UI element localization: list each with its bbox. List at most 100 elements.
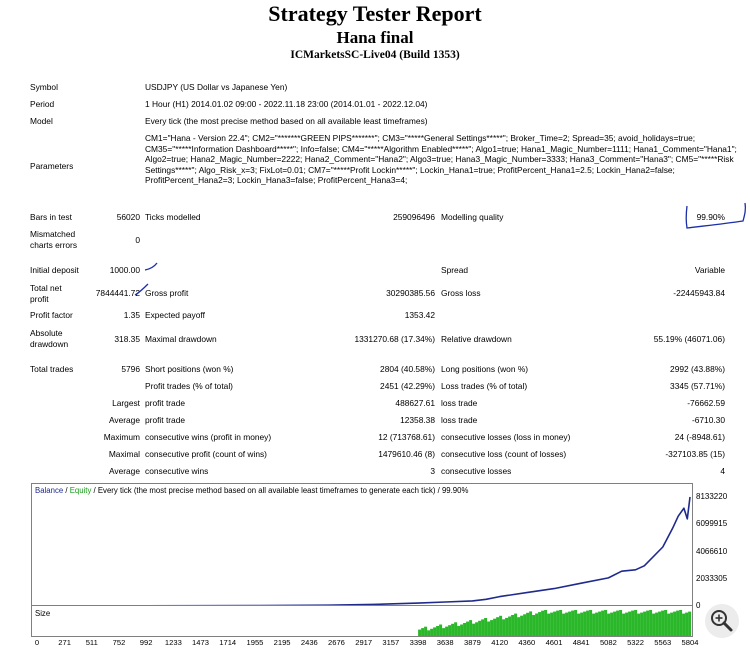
initial-deposit-label: Initial deposit — [30, 265, 79, 275]
size-bar — [433, 627, 437, 636]
x-tick-label: 3398 — [409, 638, 427, 647]
series-line-balance — [33, 496, 691, 607]
size-bar — [577, 613, 581, 636]
max-consec-losses-label: consecutive losses (loss in money) — [441, 432, 571, 442]
size-bar — [589, 610, 593, 636]
size-bar — [511, 615, 515, 636]
size-bar — [502, 619, 506, 636]
largest-loss-value: -76662.59 — [687, 398, 725, 408]
size-bar — [634, 610, 638, 636]
size-bar — [649, 610, 653, 636]
x-tick-label: 3638 — [436, 638, 454, 647]
y-tick-label: 4066610 — [696, 546, 728, 556]
x-tick-label: 3157 — [382, 638, 400, 647]
total-net-profit-label-2: profit — [30, 294, 49, 304]
x-tick-label: 3879 — [463, 638, 481, 647]
size-bar — [631, 610, 635, 636]
avg-consec-label: Average — [108, 466, 140, 476]
x-tick-label: 5322 — [627, 638, 644, 647]
size-bar — [580, 612, 584, 636]
size-bar — [601, 610, 605, 636]
size-bar — [418, 629, 422, 636]
gross-loss-label: Gross loss — [441, 288, 481, 298]
relative-drawdown-label: Relative drawdown — [441, 334, 512, 344]
profit-trades-label: Profit trades (% of total) — [145, 381, 233, 391]
size-bar — [574, 610, 578, 636]
size-bar — [658, 611, 662, 636]
maximal-consec-loss-label: consecutive loss (count of losses) — [441, 449, 567, 459]
size-bar — [484, 618, 488, 636]
size-bar — [475, 622, 479, 636]
size-bar — [652, 613, 656, 636]
y-tick-label: 8133220 — [696, 492, 728, 501]
x-tick-label: 5082 — [599, 638, 617, 647]
modelling-quality-value: 99.90% — [696, 212, 725, 222]
average-profit-label: profit trade — [145, 415, 186, 425]
size-bar — [619, 610, 623, 636]
size-bar — [568, 611, 572, 636]
x-tick-label: 1233 — [164, 638, 182, 647]
x-tick-label: 992 — [139, 638, 153, 647]
size-bar — [664, 610, 668, 636]
x-tick-label: 5563 — [654, 638, 672, 647]
size-bar — [640, 612, 644, 636]
balance-chart: Balance / Equity / Every tick (the most … — [31, 483, 693, 610]
size-bar — [682, 613, 686, 636]
size-bar — [430, 628, 434, 636]
mismatched-label: Mismatched — [30, 229, 76, 239]
x-tick-label: 511 — [85, 638, 98, 647]
short-positions-value: 2804 (40.58%) — [380, 364, 435, 374]
maximal-label: Maximal — [108, 449, 140, 459]
size-bar — [514, 613, 518, 636]
zoom-button[interactable] — [705, 604, 739, 638]
initial-deposit-value: 1000.00 — [109, 265, 140, 275]
size-bar — [673, 611, 677, 636]
x-tick-label: 2195 — [273, 638, 291, 647]
absolute-drawdown-value: 318.35 — [114, 334, 140, 344]
size-bar — [424, 626, 428, 636]
size-bar — [463, 623, 467, 636]
size-bar — [595, 612, 599, 636]
size-bar — [523, 614, 527, 636]
mismatched-value: 0 — [135, 235, 140, 245]
loss-trades-label: Loss trades (% of total) — [441, 381, 528, 391]
size-bar — [607, 613, 611, 636]
size-bar — [616, 610, 620, 636]
maximum-label: Maximum — [103, 432, 140, 442]
zoom-icon — [711, 610, 733, 632]
size-chart-svg — [418, 610, 692, 636]
size-bar — [622, 613, 626, 636]
size-bar — [661, 610, 665, 636]
size-bar — [508, 616, 512, 636]
size-bar — [472, 623, 476, 636]
modelling-quality-label: Modelling quality — [441, 212, 504, 222]
x-tick-label: 0 — [34, 638, 40, 647]
symbol-label: Symbol — [30, 82, 58, 92]
size-bar — [586, 610, 590, 636]
ea-name: Hana final — [336, 28, 414, 47]
average-profit-value: 12358.38 — [400, 415, 435, 425]
size-bar — [481, 619, 485, 636]
size-bar — [688, 611, 692, 636]
size-bar — [604, 610, 608, 636]
size-bar — [445, 626, 449, 636]
x-tick-label: 4601 — [545, 638, 563, 647]
total-trades-label: Total trades — [30, 364, 74, 374]
short-positions-label: Short positions (won %) — [145, 364, 234, 374]
average-loss-value: -6710.30 — [691, 415, 725, 425]
x-tick-label: 271 — [58, 638, 71, 647]
parameters-value: CM1="Hana - Version 22.4"; CM2="*******G… — [145, 133, 737, 185]
legend-description: / Every tick (the most precise method ba… — [91, 486, 469, 495]
size-bar — [613, 611, 617, 636]
size-bar — [562, 613, 566, 636]
long-positions-label: Long positions (won %) — [441, 364, 529, 374]
server-name: ICMarketsSC-Live04 (Build 1353) — [290, 49, 460, 61]
size-bar — [571, 610, 575, 636]
average-label: Average — [108, 415, 140, 425]
size-bar — [448, 625, 452, 636]
long-positions-value: 2992 (43.88%) — [670, 364, 725, 374]
pen-annotation-net-profit — [134, 283, 149, 296]
size-bar — [676, 610, 680, 636]
size-bar — [487, 621, 491, 636]
model-value: Every tick (the most precise method base… — [145, 116, 428, 126]
